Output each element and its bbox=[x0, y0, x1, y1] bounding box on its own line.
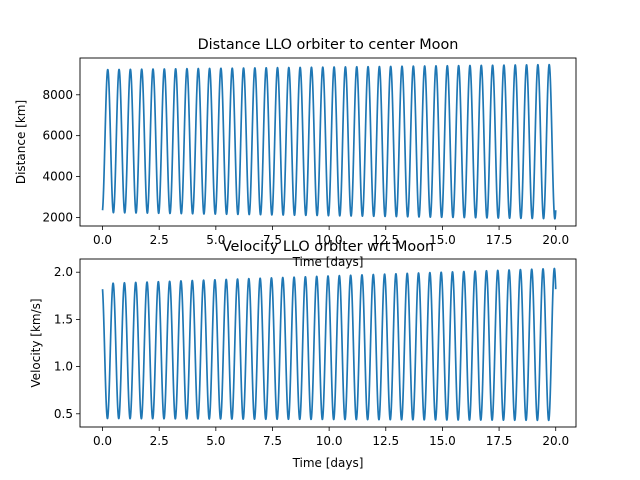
distance-y-tick-label: 6000 bbox=[42, 129, 73, 143]
velocity-x-tick-label: 15.0 bbox=[429, 434, 456, 448]
distance-x-tick-label: 17.5 bbox=[486, 233, 513, 247]
distance-y-tick-label: 2000 bbox=[42, 210, 73, 224]
distance-x-tick-label: 7.5 bbox=[263, 233, 282, 247]
distance-x-ticks: 0.0 2.5 5.0 7.5 10.0 12.5 15.0 17.5 20.0 bbox=[93, 226, 569, 247]
distance-y-tick-label: 4000 bbox=[42, 170, 73, 184]
distance-x-tick-label: 20.0 bbox=[542, 233, 569, 247]
velocity-series-line bbox=[101, 267, 557, 422]
distance-series-line bbox=[101, 63, 557, 220]
distance-y-axis-label: Distance [km] bbox=[14, 100, 28, 184]
velocity-y-tick-label: 1.0 bbox=[54, 360, 73, 374]
velocity-x-tick-label: 5.0 bbox=[206, 434, 225, 448]
distance-y-ticks: 2000 4000 6000 8000 bbox=[42, 88, 80, 224]
velocity-x-axis-label: Time [days] bbox=[292, 456, 364, 470]
velocity-x-ticks: 0.0 2.5 5.0 7.5 10.0 12.5 15.0 17.5 20.0 bbox=[93, 427, 569, 448]
velocity-chart-title: Velocity LLO orbiter wrt Moon bbox=[222, 239, 434, 255]
velocity-y-tick-label: 2.0 bbox=[54, 265, 73, 279]
velocity-x-tick-label: 20.0 bbox=[542, 434, 569, 448]
distance-x-tick-label: 12.5 bbox=[372, 233, 399, 247]
distance-x-tick-label: 2.5 bbox=[150, 233, 169, 247]
velocity-y-ticks: 0.5 1.0 1.5 2.0 bbox=[54, 265, 80, 421]
velocity-subplot: 0.0 2.5 5.0 7.5 10.0 12.5 15.0 17.5 20.0 0.5 1.0 1… bbox=[29, 258, 577, 470]
velocity-x-tick-label: 17.5 bbox=[486, 434, 513, 448]
distance-plot-frame bbox=[79, 57, 577, 227]
distance-x-tick-label: 10.0 bbox=[316, 233, 343, 247]
velocity-x-tick-label: 12.5 bbox=[372, 434, 399, 448]
velocity-x-tick-label: 10.0 bbox=[316, 434, 343, 448]
distance-x-tick-label: 15.0 bbox=[429, 233, 456, 247]
distance-x-tick-label: 5.0 bbox=[206, 233, 225, 247]
distance-x-axis-label: Time [days] bbox=[292, 255, 364, 269]
distance-chart-title: Distance LLO orbiter to center Moon bbox=[198, 37, 459, 53]
velocity-x-tick-label: 2.5 bbox=[150, 434, 169, 448]
velocity-plot-frame bbox=[79, 258, 577, 428]
distance-subplot: Distance LLO orbiter to center Moon 0.0 2… bbox=[14, 37, 577, 269]
velocity-y-axis-label: Velocity [km/s] bbox=[29, 298, 43, 387]
velocity-x-tick-label: 0.0 bbox=[93, 434, 112, 448]
distance-x-tick-label: 0.0 bbox=[93, 233, 112, 247]
velocity-y-tick-label: 1.5 bbox=[54, 312, 73, 326]
distance-y-tick-label: 8000 bbox=[42, 88, 73, 102]
velocity-y-tick-label: 0.5 bbox=[54, 407, 73, 421]
velocity-x-tick-label: 7.5 bbox=[263, 434, 282, 448]
